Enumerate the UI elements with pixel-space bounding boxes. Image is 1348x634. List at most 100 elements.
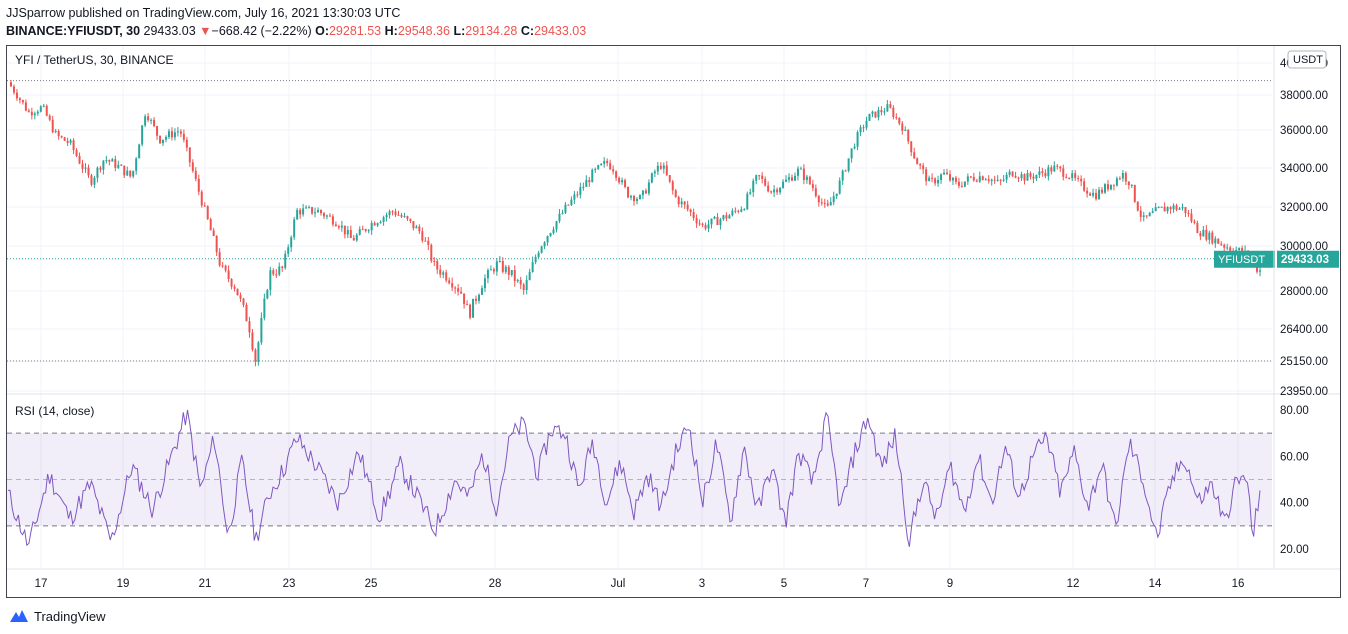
candle-body (463, 293, 466, 305)
candle-body (555, 221, 558, 230)
candle-body (472, 298, 475, 318)
candle-body (182, 133, 185, 140)
close-label: C: (520, 24, 535, 38)
candle-body (153, 119, 156, 127)
candle-body (609, 163, 612, 170)
candle-body (743, 209, 746, 211)
candle-body (910, 141, 913, 153)
candle-body (999, 179, 1002, 181)
price-tick-label: 26400.00 (1280, 324, 1328, 336)
candle-body (779, 187, 782, 193)
candle-body (102, 160, 105, 170)
candle-body (856, 132, 859, 147)
rsi-tick-label: 80.00 (1280, 405, 1309, 417)
candle-body (54, 131, 57, 133)
chart-frame[interactable] (6, 45, 1341, 598)
candle-body (457, 288, 460, 292)
price-tick-label: 28000.00 (1280, 286, 1328, 298)
candle-body (782, 181, 785, 188)
candle-body (1008, 171, 1011, 175)
candle-body (683, 201, 686, 205)
candle-body (382, 217, 385, 222)
last-price-symbol: YFIUSDT (1218, 254, 1265, 266)
candle-body (1214, 238, 1217, 244)
last-price-text: 29433.03 (143, 24, 196, 38)
currency-label: USDT (1293, 54, 1323, 66)
candle-body (841, 170, 844, 181)
candle-body (621, 180, 624, 183)
candle-body (1166, 207, 1169, 212)
candle-body (814, 188, 817, 197)
candle-body (525, 280, 528, 291)
candle-body (340, 225, 343, 228)
candle-body (108, 160, 111, 162)
candle-body (805, 176, 808, 180)
time-tick-label: 17 (35, 578, 48, 590)
candle-body (862, 127, 865, 129)
candle-body (257, 342, 260, 362)
candle-body (922, 165, 925, 170)
candle-body (859, 127, 862, 133)
candle-body (167, 131, 170, 138)
candle-body (788, 177, 791, 180)
candle-body (287, 247, 290, 254)
candle-body (877, 110, 880, 118)
candle-body (1106, 184, 1109, 190)
candle-body (325, 215, 328, 217)
candle-body (328, 215, 331, 217)
candle-body (946, 172, 948, 175)
candle-body (460, 291, 463, 294)
candle-body (1205, 229, 1208, 240)
time-tick-label: 7 (863, 578, 869, 590)
candle-body (543, 242, 546, 247)
candle-body (275, 274, 278, 276)
candle-body (114, 159, 117, 168)
candle-body (1038, 171, 1041, 175)
candle-body (346, 230, 349, 235)
candle-body (1184, 207, 1187, 214)
candle-body (215, 235, 218, 253)
candle-body (1229, 247, 1232, 251)
candle-body (755, 175, 758, 181)
candle-body (361, 229, 364, 231)
candle-body (1035, 174, 1038, 179)
candle-body (606, 160, 609, 164)
candle-body (686, 204, 689, 210)
candle-body (188, 147, 191, 163)
candle-body (957, 181, 960, 186)
rsi-tick-label: 60.00 (1280, 451, 1309, 463)
candle-body (1005, 174, 1008, 180)
candle-body (993, 179, 996, 181)
candle-body (81, 163, 84, 169)
candle-body (969, 176, 972, 178)
candle-body (1169, 207, 1172, 210)
candle-body (245, 304, 248, 322)
price-tick-label: 25150.00 (1280, 356, 1328, 368)
tradingview-logo-icon (10, 610, 28, 622)
candle-body (951, 177, 954, 181)
time-tick-label: 21 (199, 578, 212, 590)
candle-body (254, 349, 257, 362)
candle-body (728, 215, 731, 219)
candle-body (400, 215, 403, 217)
candle-body (451, 283, 454, 288)
candle-body (790, 177, 793, 181)
candle-body (144, 116, 147, 126)
candle-body (907, 129, 910, 142)
candle-body (892, 107, 895, 118)
candle-body (960, 185, 963, 187)
candle-body (1199, 233, 1202, 237)
candle-body (75, 150, 78, 157)
candle-body (105, 160, 108, 162)
candle-body (370, 223, 373, 231)
price-tick-label: 32000.00 (1280, 202, 1328, 214)
candle-body (513, 270, 516, 282)
candle-body (1259, 270, 1261, 272)
candle-body (1068, 177, 1071, 179)
candle-body (725, 215, 728, 219)
candle-body (925, 169, 928, 182)
candle-body (731, 210, 734, 216)
candle-body (355, 234, 358, 241)
candle-body (1172, 205, 1175, 210)
